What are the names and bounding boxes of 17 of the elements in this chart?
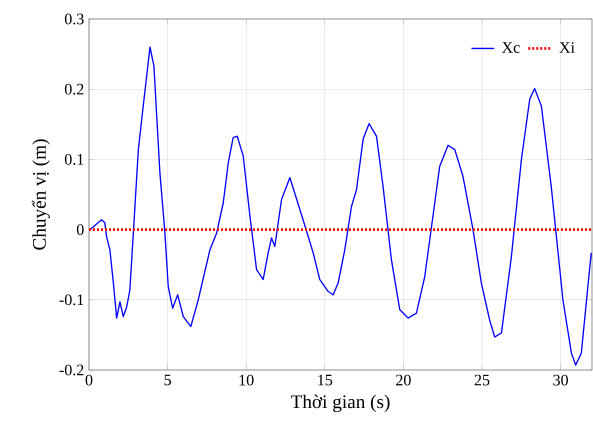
x-tick-label: 25	[474, 374, 490, 386]
y-tick-label: 0.3	[64, 14, 84, 24]
x-tick-label: 15	[318, 374, 332, 386]
y-tick-label: 0.1	[64, 154, 84, 165]
y-tick-label: -0.2	[60, 364, 84, 376]
y-axis-title: Chuyển vị (m)	[32, 139, 50, 250]
x-axis-title: Thời gian (s)	[290, 394, 390, 412]
y-tick-label: -0.1	[60, 294, 84, 306]
x-tick-label: 30	[553, 374, 568, 386]
x-tick-label: 10	[240, 374, 254, 386]
y-tick-label: 0.2	[64, 84, 84, 95]
x-tick-label: 5	[164, 374, 171, 386]
y-tick-label: 0	[76, 224, 84, 235]
legend-label: Xi	[559, 42, 575, 53]
x-tick-label: 20	[396, 374, 411, 386]
legend-label: Xc	[502, 42, 520, 53]
x-tick-label: 0	[86, 374, 92, 386]
